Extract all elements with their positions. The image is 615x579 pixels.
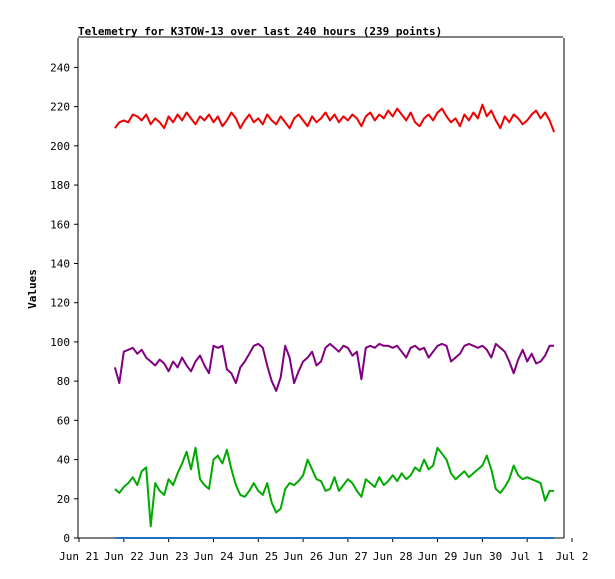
y-tick-label: 180 (50, 179, 70, 192)
y-tick-label: 200 (50, 140, 70, 153)
x-tick-label: Jun 22 (104, 550, 144, 563)
y-tick-label: 0 (63, 532, 70, 545)
series-line-1 (114, 103, 556, 133)
y-tick-label: 60 (57, 414, 70, 427)
y-tick-label: 220 (50, 101, 70, 114)
y-tick-label: 160 (50, 218, 70, 231)
series-line-3 (114, 446, 555, 528)
y-tick-label: 80 (57, 375, 70, 388)
y-tick-label: 20 (57, 493, 70, 506)
x-tick-label: Jul 1 (511, 550, 544, 563)
y-tick-label: 40 (57, 454, 70, 467)
x-tick-label: Jun 28 (373, 550, 413, 563)
x-tick-label: Jun 26 (283, 550, 323, 563)
x-tick-label: Jun 25 (238, 550, 278, 563)
y-tick-label: 100 (50, 336, 70, 349)
x-tick-label: Jun 29 (418, 550, 458, 563)
x-tick-label: Jun 23 (149, 550, 189, 563)
y-tick-label: 140 (50, 257, 70, 270)
x-tick-label: Jun 27 (328, 550, 368, 563)
y-axis-label: Values (26, 269, 39, 309)
y-tick-label: 120 (50, 297, 70, 310)
chart-title: Telemetry for K3TOW-13 over last 240 hou… (78, 25, 442, 38)
plot-area: 0 20 40 60 80 100 120 140 160 180 200 220 240 Jun 21 J… (50, 38, 589, 563)
x-tick-label: Jun 30 (462, 550, 502, 563)
y-tick-label: 240 (50, 61, 70, 74)
x-tick-label: Jun 24 (194, 550, 234, 563)
series-line-2 (113, 342, 555, 392)
x-tick-label: Jul 2 (555, 550, 588, 563)
x-tick-label: Jun 21 (59, 550, 99, 563)
